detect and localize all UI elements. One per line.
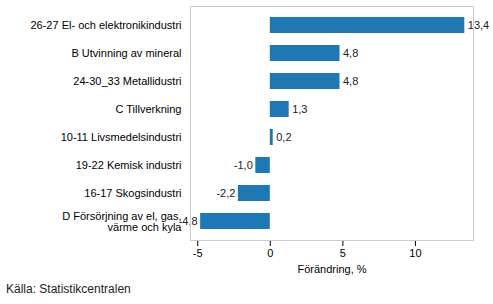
svg-text:Förändring, %: Förändring, % (297, 263, 366, 275)
svg-text:1,3: 1,3 (292, 103, 307, 115)
html-text:Källa: Statistikcentralen: Källa: Statistikcentralen (6, 282, 131, 296)
svg-text:0: 0 (267, 247, 273, 259)
svg-text:D Försörjning av el, gas,värme: D Försörjning av el, gas,värme och kyla (62, 210, 182, 233)
svg-text:-2,2: -2,2 (216, 187, 235, 199)
svg-text:B Utvinning av mineral: B Utvinning av mineral (71, 47, 181, 59)
svg-text:4,8: 4,8 (343, 75, 358, 87)
svg-text:13,4: 13,4 (468, 19, 489, 31)
svg-text:-1,0: -1,0 (234, 159, 253, 171)
svg-text:24-30_33 Metallidustri: 24-30_33 Metallidustri (73, 75, 181, 87)
svg-text:C Tillverkning: C Tillverkning (115, 103, 181, 115)
svg-text:0,2: 0,2 (276, 131, 291, 143)
svg-text:10-11 Livsmedelsindustri: 10-11 Livsmedelsindustri (61, 131, 182, 143)
svg-text:19-22 Kemisk industri: 19-22 Kemisk industri (76, 159, 182, 171)
svg-text:-5: -5 (193, 247, 203, 259)
svg-text:26-27 El- och elektronikindust: 26-27 El- och elektronikindustri (30, 19, 181, 31)
svg-text:5: 5 (340, 247, 346, 259)
svg-text:10: 10 (409, 247, 421, 259)
svg-text:16-17 Skogsindustri: 16-17 Skogsindustri (84, 187, 181, 199)
svg-text:-4,8: -4,8 (179, 215, 198, 227)
svg-text:4,8: 4,8 (343, 47, 358, 59)
